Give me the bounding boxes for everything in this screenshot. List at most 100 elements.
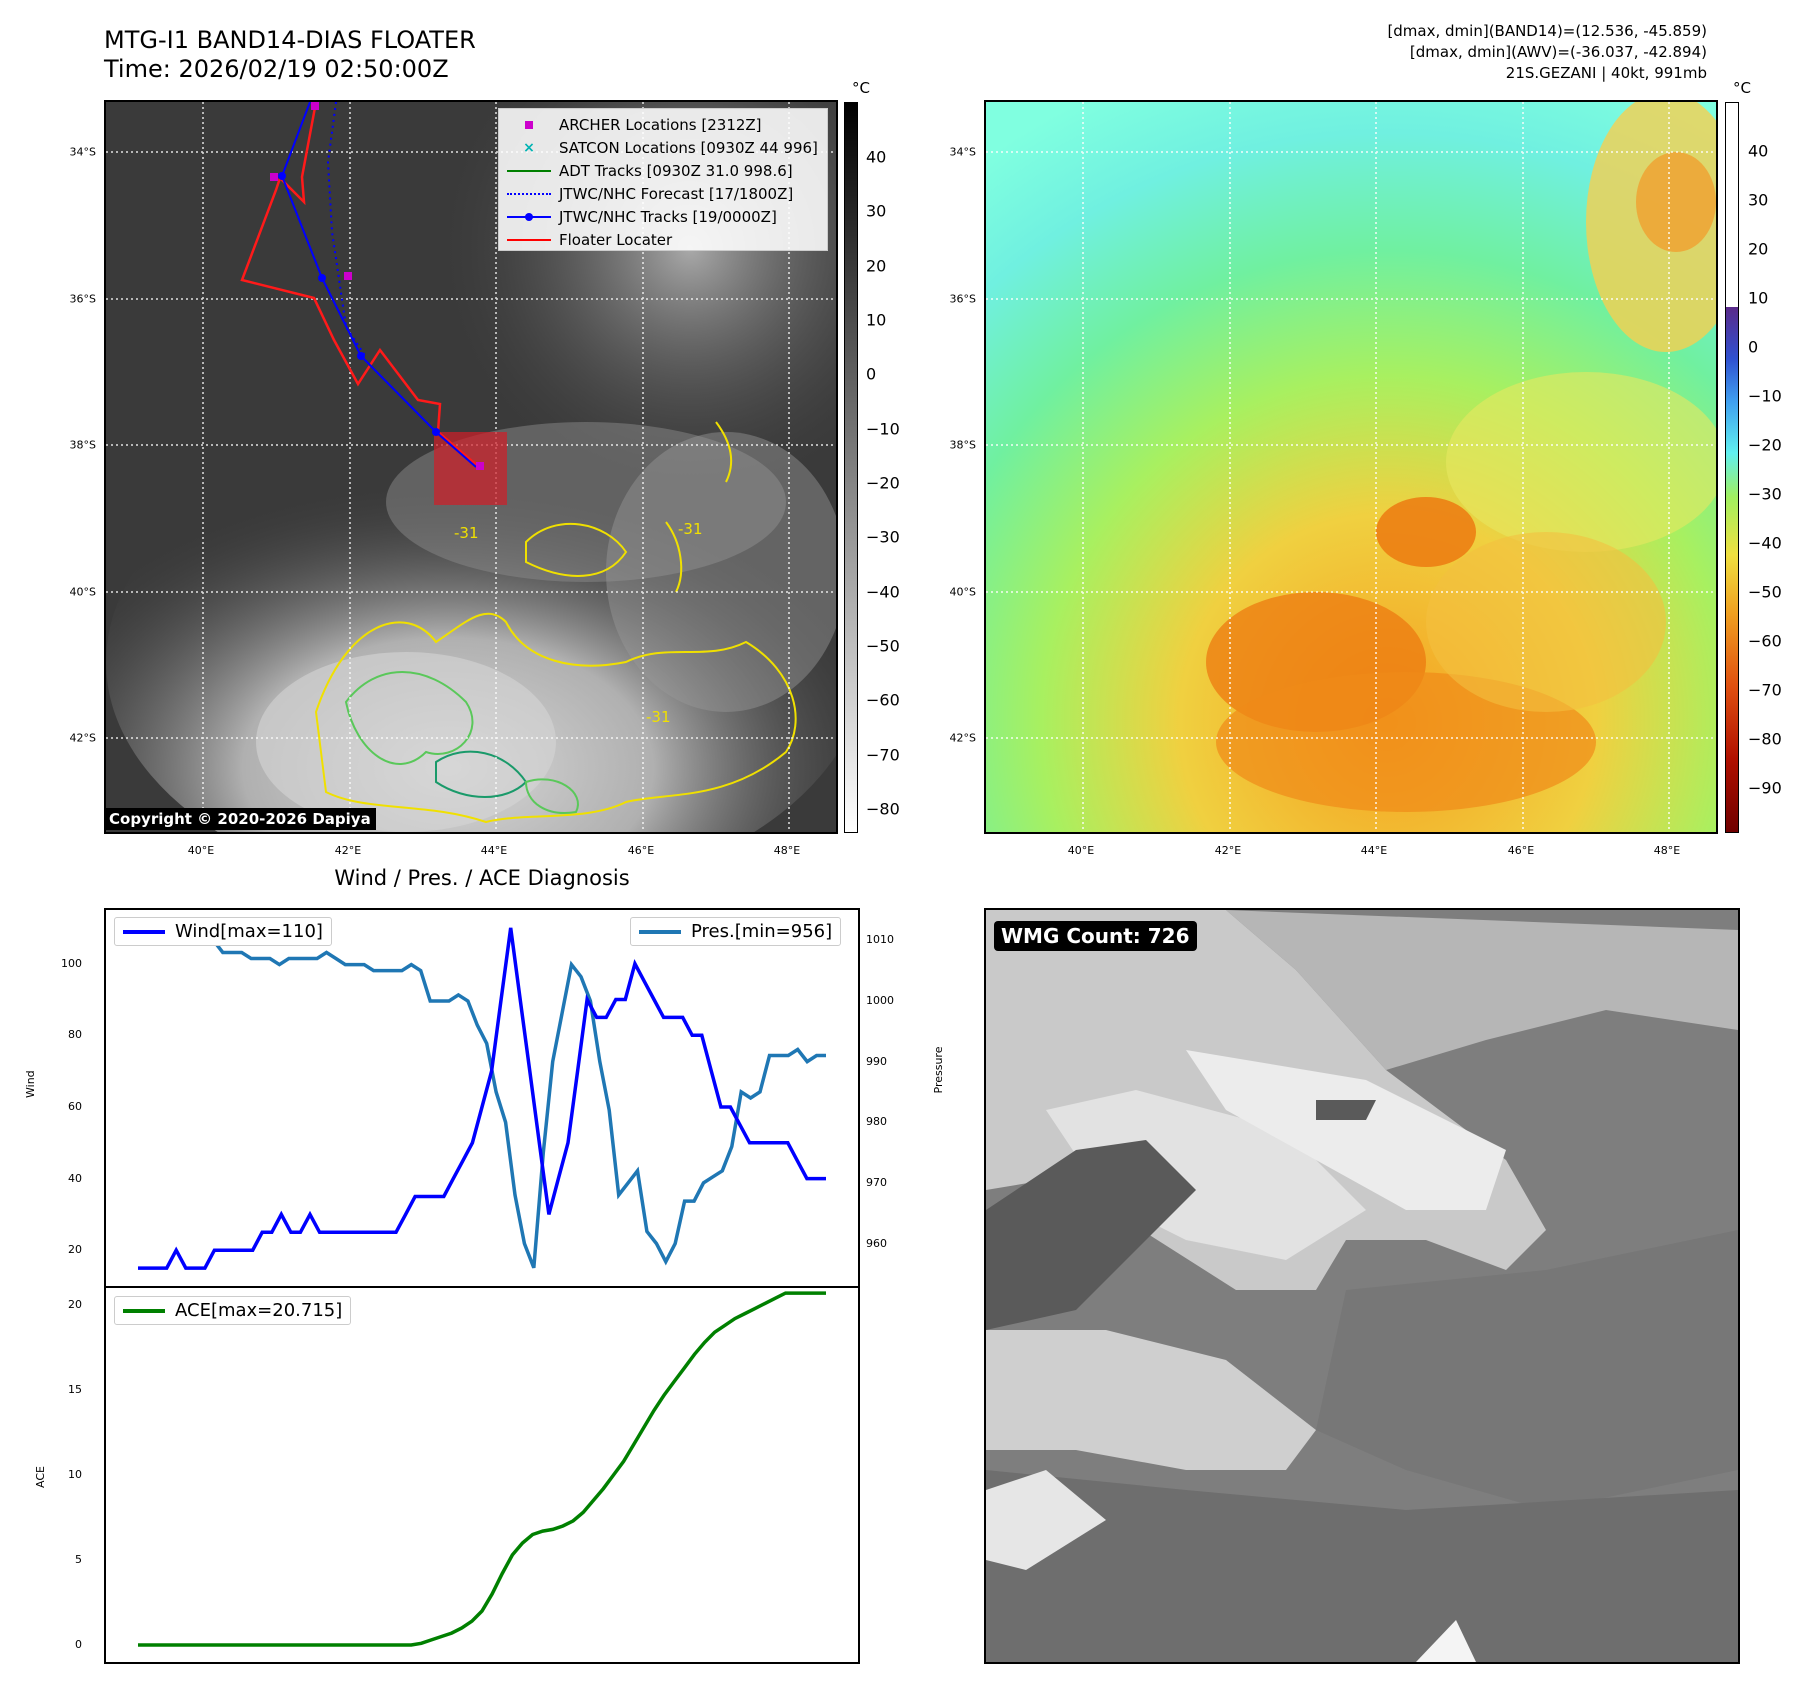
colorbar-left-unit: °C: [852, 79, 870, 97]
contour-label-2: -31: [678, 520, 703, 538]
contour-label-1: -31: [454, 524, 479, 542]
cb-right-tick-m20: −20: [1748, 435, 1782, 455]
cb-right-tick-20: 20: [1748, 239, 1769, 259]
legend-archer-label: ARCHER Locations [2312Z]: [559, 115, 762, 134]
floater-locater-track: [240, 102, 481, 469]
ace-tick: 20: [68, 1298, 82, 1311]
ace-line: [138, 1291, 826, 1647]
lat-tick-40: 40°S: [69, 585, 96, 599]
pres-tick: 1010: [866, 933, 894, 947]
ace-tick: 0: [75, 1638, 82, 1651]
wind-tick: 80: [68, 1028, 82, 1042]
pres-tick: 960: [866, 1236, 887, 1250]
pres-tick: 980: [866, 1115, 887, 1129]
chart-time: Time: 2026/02/19 02:50:00Z: [104, 55, 449, 83]
cb-right-tick-m30: −30: [1748, 484, 1782, 504]
pres-legend-label: Pres.[min=956]: [691, 921, 833, 942]
cb-right-tick-10: 10: [1748, 288, 1769, 308]
cb-left-tick-30: 30: [866, 201, 887, 221]
wind-legend-label: Wind[max=110]: [175, 921, 323, 942]
cb-left-tick-m70: −70: [866, 745, 900, 765]
cb-right-tick-m60: −60: [1748, 631, 1782, 651]
cb-left-tick-10: 10: [866, 310, 887, 330]
cb-right-tick-m50: −50: [1748, 582, 1782, 602]
awv-lat-tick-36: 36°S: [949, 292, 976, 306]
wind-tick: 40: [68, 1171, 82, 1185]
lon-tick-48: 48°E: [773, 844, 801, 857]
map-legend: ARCHER Locations [2312Z] × SATCON Locati…: [498, 108, 828, 251]
ace-panel: [104, 1286, 860, 1664]
colorbar-left: [844, 102, 858, 833]
ace-legend-label: ACE[max=20.715]: [175, 1300, 343, 1321]
cb-right-tick-m90: −90: [1748, 778, 1782, 798]
wind-tick: 20: [68, 1243, 82, 1257]
wind-tick: 100: [61, 956, 82, 970]
info-band14: [dmax, dmin](BAND14)=(12.536, -45.859): [1387, 22, 1707, 40]
wmg-svg: [986, 910, 1738, 1662]
diag-title: Wind / Pres. / ACE Diagnosis: [334, 866, 630, 890]
cb-right-tick-m70: −70: [1748, 680, 1782, 700]
wind-pres-panel: [104, 908, 860, 1288]
ace-tick: 15: [68, 1383, 82, 1396]
legend-satcon: × SATCON Locations [0930Z 44 996]: [523, 138, 818, 157]
lat-tick-42: 42°S: [69, 731, 96, 745]
lon-tick-44: 44°E: [480, 844, 508, 857]
ace-legend: ACE[max=20.715]: [114, 1296, 352, 1325]
cb-left-tick-40: 40: [866, 147, 887, 167]
lat-tick-38: 38°S: [69, 438, 96, 452]
awv-lat-tick-42: 42°S: [949, 731, 976, 745]
cb-left-tick-m30: −30: [866, 527, 900, 547]
legend-archer: ARCHER Locations [2312Z]: [507, 113, 819, 136]
legend-satcon-label: SATCON Locations [0930Z 44 996]: [559, 138, 818, 157]
legend-floater: Floater Locater: [507, 228, 819, 251]
cb-left-tick-0: 0: [866, 364, 877, 384]
pres-legend: Pres.[min=956]: [630, 917, 842, 946]
pres-tick: 970: [866, 1175, 887, 1189]
awv-lon-tick-46: 46°E: [1507, 844, 1535, 857]
info-awv: [dmax, dmin](AWV)=(-36.037, -42.894): [1409, 43, 1707, 61]
wmg-count: WMG Count: 726: [994, 921, 1197, 951]
legend-jtwc-forecast: JTWC/NHC Forecast [17/1800Z]: [507, 182, 819, 205]
ace-tick: 10: [68, 1468, 82, 1481]
cb-left-tick-m60: −60: [866, 690, 900, 710]
legend-floater-label: Floater Locater: [559, 230, 673, 249]
cb-right-tick-30: 30: [1748, 190, 1769, 210]
pres-tick: 1000: [866, 993, 894, 1007]
cb-right-tick-40: 40: [1748, 141, 1769, 161]
cb-left-tick-m20: −20: [866, 473, 900, 493]
info-storm: 21S.GEZANI | 40kt, 991mb: [1505, 64, 1707, 82]
jtwc-forecast-track: [326, 102, 367, 358]
wind-line: [138, 927, 826, 1270]
colorbar-right: [1725, 102, 1739, 833]
band14-map-svg: -31 -31 -31: [106, 102, 836, 832]
colorbar-right-unit: °C: [1733, 79, 1751, 97]
wind-axis-label: Wind: [24, 1070, 37, 1098]
awv-lon-tick-40: 40°E: [1067, 844, 1095, 857]
jtwc-track: [280, 102, 477, 468]
lon-tick-40: 40°E: [187, 844, 215, 857]
lat-tick-34: 34°S: [69, 145, 96, 159]
ace-svg: [138, 1291, 826, 1647]
awv-lat-tick-40: 40°S: [949, 585, 976, 599]
wind-pres-svg: [138, 927, 826, 1270]
cb-left-tick-m10: −10: [866, 419, 900, 439]
cb-left-tick-m80: −80: [866, 799, 900, 819]
cb-left-tick-m50: −50: [866, 636, 900, 656]
awv-lat-tick-38: 38°S: [949, 438, 976, 452]
awv-lon-tick-44: 44°E: [1360, 844, 1388, 857]
cb-right-tick-0: 0: [1748, 337, 1759, 357]
lon-tick-42: 42°E: [334, 844, 362, 857]
contour-label-3: -31: [646, 708, 671, 726]
legend-adt: ADT Tracks [0930Z 31.0 998.6]: [507, 159, 819, 182]
awv-map-svg: [986, 102, 1716, 832]
legend-jtwc-tracks: JTWC/NHC Tracks [19/0000Z]: [507, 205, 819, 228]
wind-legend: Wind[max=110]: [114, 917, 332, 946]
pres-tick: 990: [866, 1054, 887, 1068]
awv-map: [984, 100, 1718, 834]
cb-right-tick-m80: −80: [1748, 729, 1782, 749]
awv-lat-tick-34: 34°S: [949, 145, 976, 159]
ace-tick: 5: [75, 1553, 82, 1566]
band14-map: -31 -31 -31: [104, 100, 838, 834]
wmg-panel: [984, 908, 1740, 1664]
legend-jtwc-forecast-label: JTWC/NHC Forecast [17/1800Z]: [559, 184, 794, 203]
